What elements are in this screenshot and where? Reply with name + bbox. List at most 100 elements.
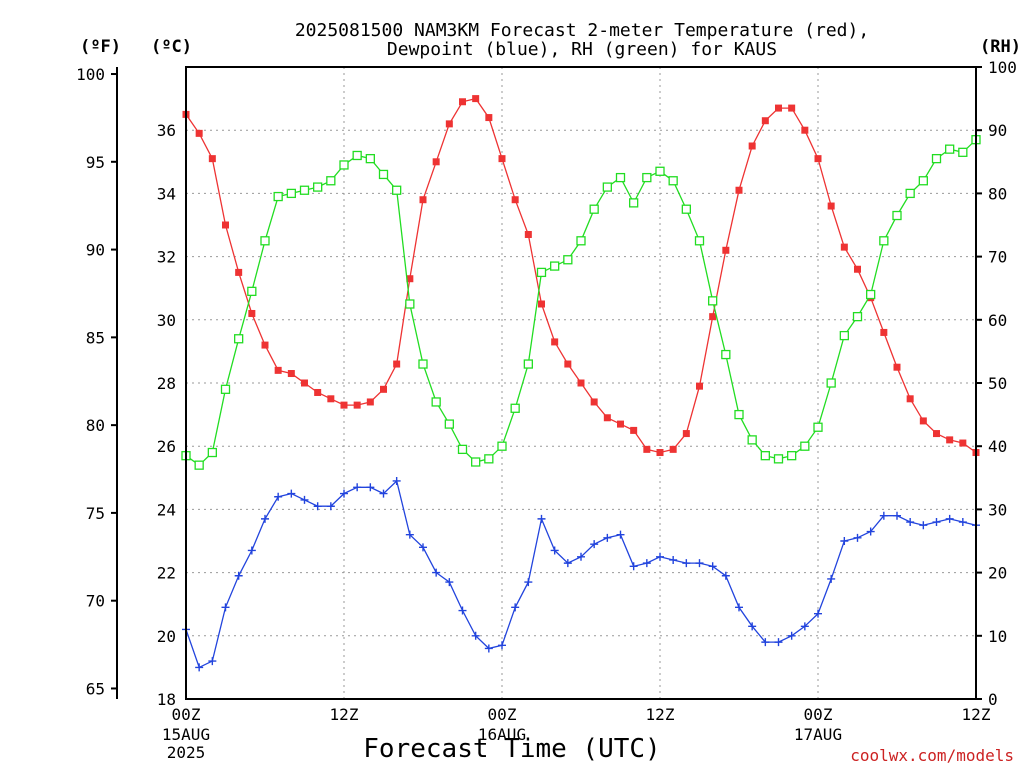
rh-point bbox=[339, 160, 349, 170]
x-tick-label: 00Z bbox=[172, 705, 201, 724]
temperature-point bbox=[590, 398, 598, 406]
rh-point bbox=[299, 185, 310, 195]
dewpoint-point bbox=[234, 571, 243, 580]
dewpoint-point bbox=[879, 511, 888, 520]
rh-point bbox=[550, 261, 560, 271]
dewpoint-point bbox=[274, 492, 283, 501]
dewpoint-point bbox=[827, 574, 836, 583]
dewpoint-point bbox=[484, 644, 493, 653]
rh-point bbox=[866, 289, 876, 300]
rh-point bbox=[708, 296, 718, 306]
rh-point bbox=[576, 236, 586, 246]
temperature-point bbox=[656, 449, 664, 457]
dewpoint-point bbox=[853, 533, 862, 542]
dewpoint-point bbox=[669, 555, 678, 564]
rh-point bbox=[194, 460, 204, 470]
temperature-line bbox=[185, 97, 977, 454]
rh-point bbox=[313, 182, 323, 192]
fahrenheit-tick-label: 65 bbox=[86, 679, 105, 698]
rh-tick-label: 10 bbox=[988, 627, 1007, 646]
temperature-point bbox=[801, 126, 809, 134]
temperature-point bbox=[235, 268, 243, 276]
dewpoint-point bbox=[919, 521, 928, 530]
celsius-tick-label: 26 bbox=[157, 437, 176, 456]
rh-point bbox=[510, 403, 520, 413]
temperature-point bbox=[617, 420, 624, 428]
celsius-tick-label: 18 bbox=[157, 690, 176, 709]
dewpoint-point bbox=[498, 641, 506, 650]
temperature-point bbox=[432, 158, 440, 166]
dewpoint-point bbox=[432, 568, 441, 577]
dewpoint-point bbox=[379, 489, 388, 498]
temperature-point bbox=[472, 95, 480, 103]
rh-point bbox=[497, 441, 507, 451]
rh-point bbox=[247, 286, 257, 297]
rh-point bbox=[931, 153, 942, 164]
dewpoint-point bbox=[471, 631, 480, 640]
dewpoint-point bbox=[708, 562, 717, 571]
rh-point bbox=[431, 397, 441, 407]
rh-point bbox=[536, 267, 547, 278]
dewpoint-point bbox=[682, 559, 691, 568]
dewpoint-point bbox=[287, 489, 296, 498]
dewpoint-point bbox=[761, 638, 770, 647]
rh-point bbox=[760, 451, 770, 461]
dewpoint-point bbox=[814, 609, 822, 618]
dewpoint-point bbox=[563, 559, 572, 568]
dewpoint-point bbox=[419, 543, 427, 552]
dewpoint-point bbox=[537, 514, 546, 523]
credit-text: coolwx.com/models bbox=[850, 746, 1014, 765]
celsius-tick-label: 28 bbox=[157, 374, 176, 393]
celsius-tick-label: 20 bbox=[157, 627, 176, 646]
chart-title: 2025081500 NAM3KM Forecast 2-meter Tempe… bbox=[295, 20, 869, 41]
temperature-point bbox=[551, 338, 559, 346]
temperature-point bbox=[735, 186, 743, 194]
rh-point bbox=[629, 198, 639, 208]
rh-point bbox=[747, 435, 757, 445]
temperature-point bbox=[340, 401, 348, 409]
temperature-point bbox=[274, 366, 282, 374]
rh-point bbox=[286, 188, 296, 199]
dewpoint-point bbox=[405, 530, 414, 539]
dewpoint-point bbox=[945, 514, 954, 523]
celsius-tick-label: 24 bbox=[157, 500, 176, 519]
temperature-point bbox=[788, 104, 796, 112]
dewpoint-point bbox=[577, 552, 585, 561]
temperature-point bbox=[919, 417, 927, 425]
rh-point bbox=[813, 422, 823, 432]
temperature-point bbox=[682, 430, 690, 438]
dewpoint-point bbox=[340, 489, 348, 498]
rh-point bbox=[352, 150, 362, 161]
rh-point bbox=[392, 185, 402, 195]
dewpoint-point bbox=[735, 603, 743, 612]
temperature-point bbox=[485, 114, 493, 122]
temperature-point bbox=[775, 104, 782, 112]
rh-point bbox=[892, 210, 902, 221]
dewpoint-point bbox=[800, 622, 809, 631]
dewpoint-point bbox=[550, 546, 559, 555]
dewpoint-point bbox=[629, 562, 638, 571]
rh-tick-label: 100 bbox=[988, 58, 1017, 77]
temperature-point bbox=[248, 309, 256, 317]
x-date-label: 15AUG bbox=[162, 725, 210, 744]
dewpoint-point bbox=[261, 514, 269, 523]
rh-tick-label: 90 bbox=[988, 121, 1007, 140]
temperature-point bbox=[208, 155, 216, 163]
temperature-point bbox=[459, 98, 466, 106]
dewpoint-point bbox=[208, 657, 217, 666]
temperature-point bbox=[538, 300, 545, 308]
celsius-tick-label: 34 bbox=[157, 184, 176, 203]
dewpoint-point bbox=[221, 603, 230, 612]
rh-tick-label: 30 bbox=[988, 500, 1007, 519]
temperature-point bbox=[722, 246, 730, 254]
celsius-tick-label: 32 bbox=[157, 248, 176, 267]
rh-tick-label: 20 bbox=[988, 564, 1007, 583]
dewpoint-line bbox=[185, 479, 977, 669]
rh-tick-label: 50 bbox=[988, 374, 1007, 393]
rh-tick-label: 0 bbox=[988, 690, 998, 709]
celsius-tick-label: 22 bbox=[157, 564, 176, 583]
rh-point bbox=[945, 144, 955, 154]
temperature-point bbox=[393, 360, 401, 368]
rh-point bbox=[668, 176, 678, 186]
